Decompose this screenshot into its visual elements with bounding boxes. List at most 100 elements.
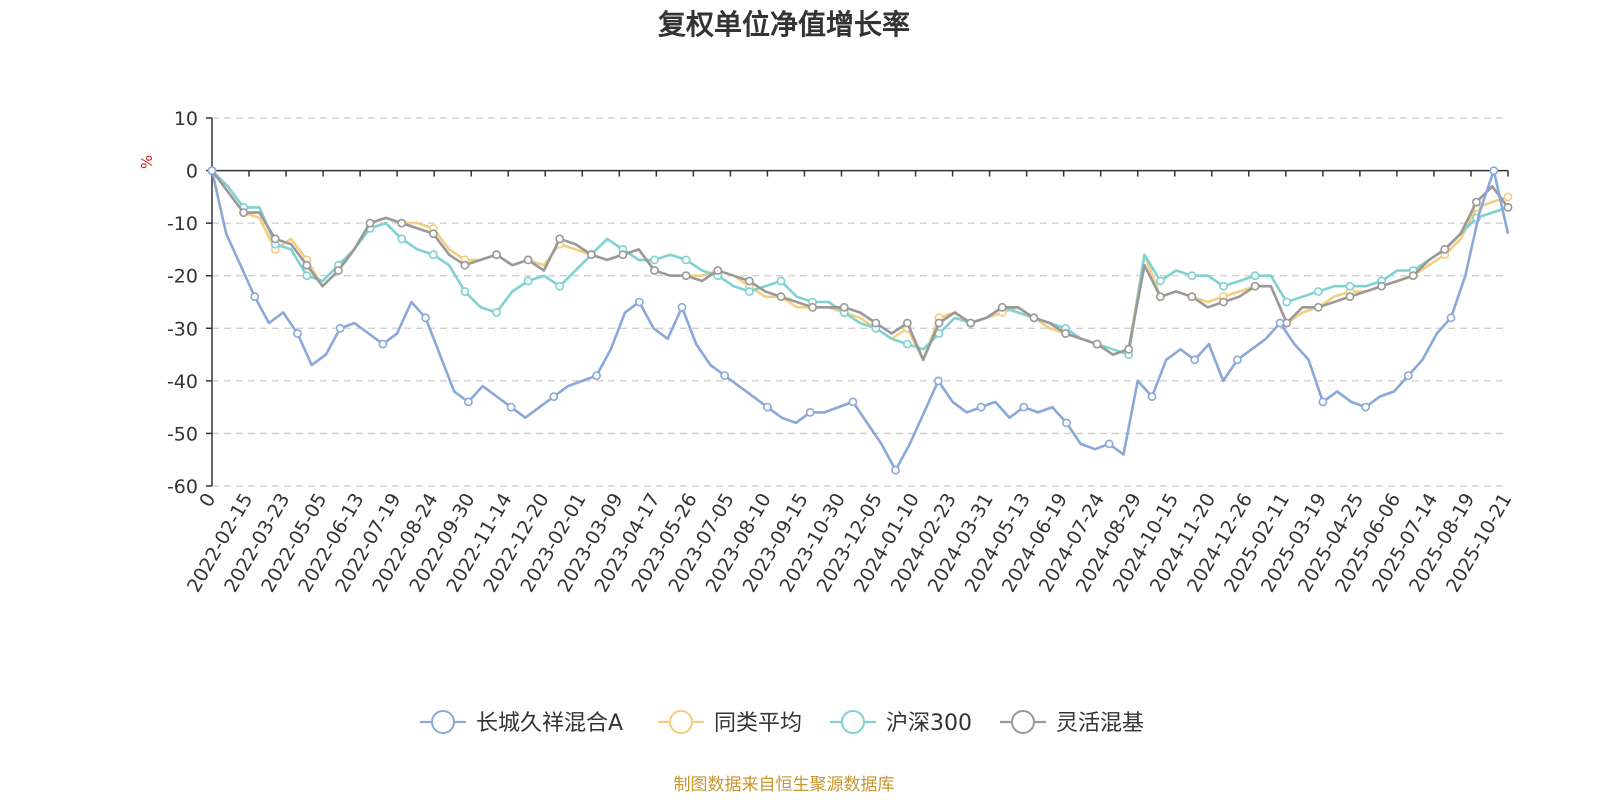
legend-item[interactable]: 长城久祥混合A — [420, 710, 623, 736]
y-axis-unit: % — [138, 155, 156, 169]
series-point — [335, 323, 345, 333]
series-point — [1187, 271, 1197, 281]
series-point — [808, 302, 817, 312]
series-point — [903, 318, 912, 328]
series-point — [365, 218, 375, 228]
series-point — [848, 397, 858, 407]
series-point — [492, 308, 501, 317]
series-point — [492, 250, 501, 260]
series-point — [239, 208, 248, 217]
series-point — [1503, 192, 1513, 202]
series-point — [428, 229, 438, 239]
series-point — [1019, 402, 1029, 412]
series-point — [891, 465, 900, 475]
series-point — [1318, 397, 1328, 407]
series-point — [302, 271, 312, 281]
series-point — [745, 287, 754, 296]
data-source-footer: 制图数据来自恒生聚源数据库 — [674, 775, 895, 795]
series-point — [1313, 302, 1323, 312]
series-point — [333, 266, 343, 275]
series-point — [1408, 271, 1418, 281]
series-point — [428, 250, 438, 260]
series-point — [934, 318, 944, 328]
legend-label: 同类平均 — [714, 711, 802, 736]
legend-circle-swatch — [1011, 710, 1035, 734]
series-point — [1377, 281, 1386, 291]
series-point — [592, 371, 601, 380]
series-point — [1155, 276, 1165, 286]
series-group — [207, 166, 1510, 475]
series-line — [210, 169, 1510, 362]
series-point — [523, 276, 533, 286]
series-group — [207, 166, 1513, 362]
legend-circle-swatch — [431, 710, 455, 734]
series-point — [976, 402, 986, 412]
y-tick-label: 10 — [174, 108, 198, 130]
axes — [211, 118, 1508, 486]
series-point — [1440, 244, 1450, 254]
series-point — [1345, 281, 1355, 291]
legend-circle-swatch — [669, 710, 693, 734]
series-point — [460, 287, 470, 296]
series-point — [745, 276, 754, 286]
series-point — [1250, 271, 1260, 281]
legend-item[interactable]: 灵活混基 — [1000, 710, 1144, 736]
series-line — [210, 169, 1509, 362]
series-point — [523, 255, 533, 265]
series-point — [933, 376, 943, 386]
series-group — [207, 166, 1513, 362]
series-point — [1104, 439, 1114, 449]
series-point — [1092, 339, 1102, 349]
y-tick-label: -60 — [167, 476, 198, 498]
series-point — [763, 402, 772, 412]
series-point — [1187, 292, 1197, 302]
series-lines — [207, 166, 1513, 475]
series-point — [681, 271, 691, 281]
legend: 长城久祥混合A 同类平均 沪深300 灵活混基 — [420, 710, 1144, 736]
series-point — [997, 302, 1007, 312]
series-point — [207, 166, 217, 175]
series-point — [650, 255, 659, 265]
y-tick-label: -30 — [167, 318, 198, 340]
legend-item[interactable]: 沪深300 — [830, 710, 972, 736]
series-point — [397, 218, 407, 228]
series-line — [211, 169, 1509, 356]
chart-title: 复权单位净值增长率 — [658, 8, 910, 41]
series-point — [378, 339, 388, 349]
series-point — [506, 402, 516, 412]
series-point — [1147, 392, 1157, 401]
y-tick-label: -10 — [167, 213, 198, 235]
series-point — [776, 276, 786, 286]
series-point — [270, 234, 280, 244]
series-point — [1233, 355, 1242, 365]
series-point — [871, 318, 881, 328]
series-point — [555, 234, 565, 244]
series-point — [1219, 297, 1228, 307]
series-point — [1155, 292, 1165, 302]
series-point — [1190, 355, 1200, 365]
series-point — [421, 313, 430, 323]
series-point — [293, 329, 302, 338]
series-point — [1345, 292, 1355, 302]
series-point — [681, 255, 691, 265]
series-point — [1446, 313, 1456, 323]
series-point — [1062, 418, 1071, 428]
series-point — [397, 234, 407, 244]
series-point — [463, 397, 473, 407]
series-point — [1061, 329, 1070, 338]
legend-label: 沪深300 — [886, 711, 972, 736]
series-point — [966, 318, 975, 328]
series-point — [1313, 287, 1323, 296]
series-point — [776, 292, 786, 302]
legend-circle-swatch — [841, 710, 865, 734]
series-point — [634, 297, 644, 307]
y-tick-label: -40 — [167, 371, 198, 393]
series-point — [1029, 313, 1039, 323]
legend-item[interactable]: 同类平均 — [658, 710, 802, 736]
series-point — [650, 266, 659, 275]
series-point — [720, 371, 730, 380]
series-point — [618, 250, 628, 260]
series-point — [1489, 166, 1499, 175]
series-point — [1219, 281, 1228, 291]
